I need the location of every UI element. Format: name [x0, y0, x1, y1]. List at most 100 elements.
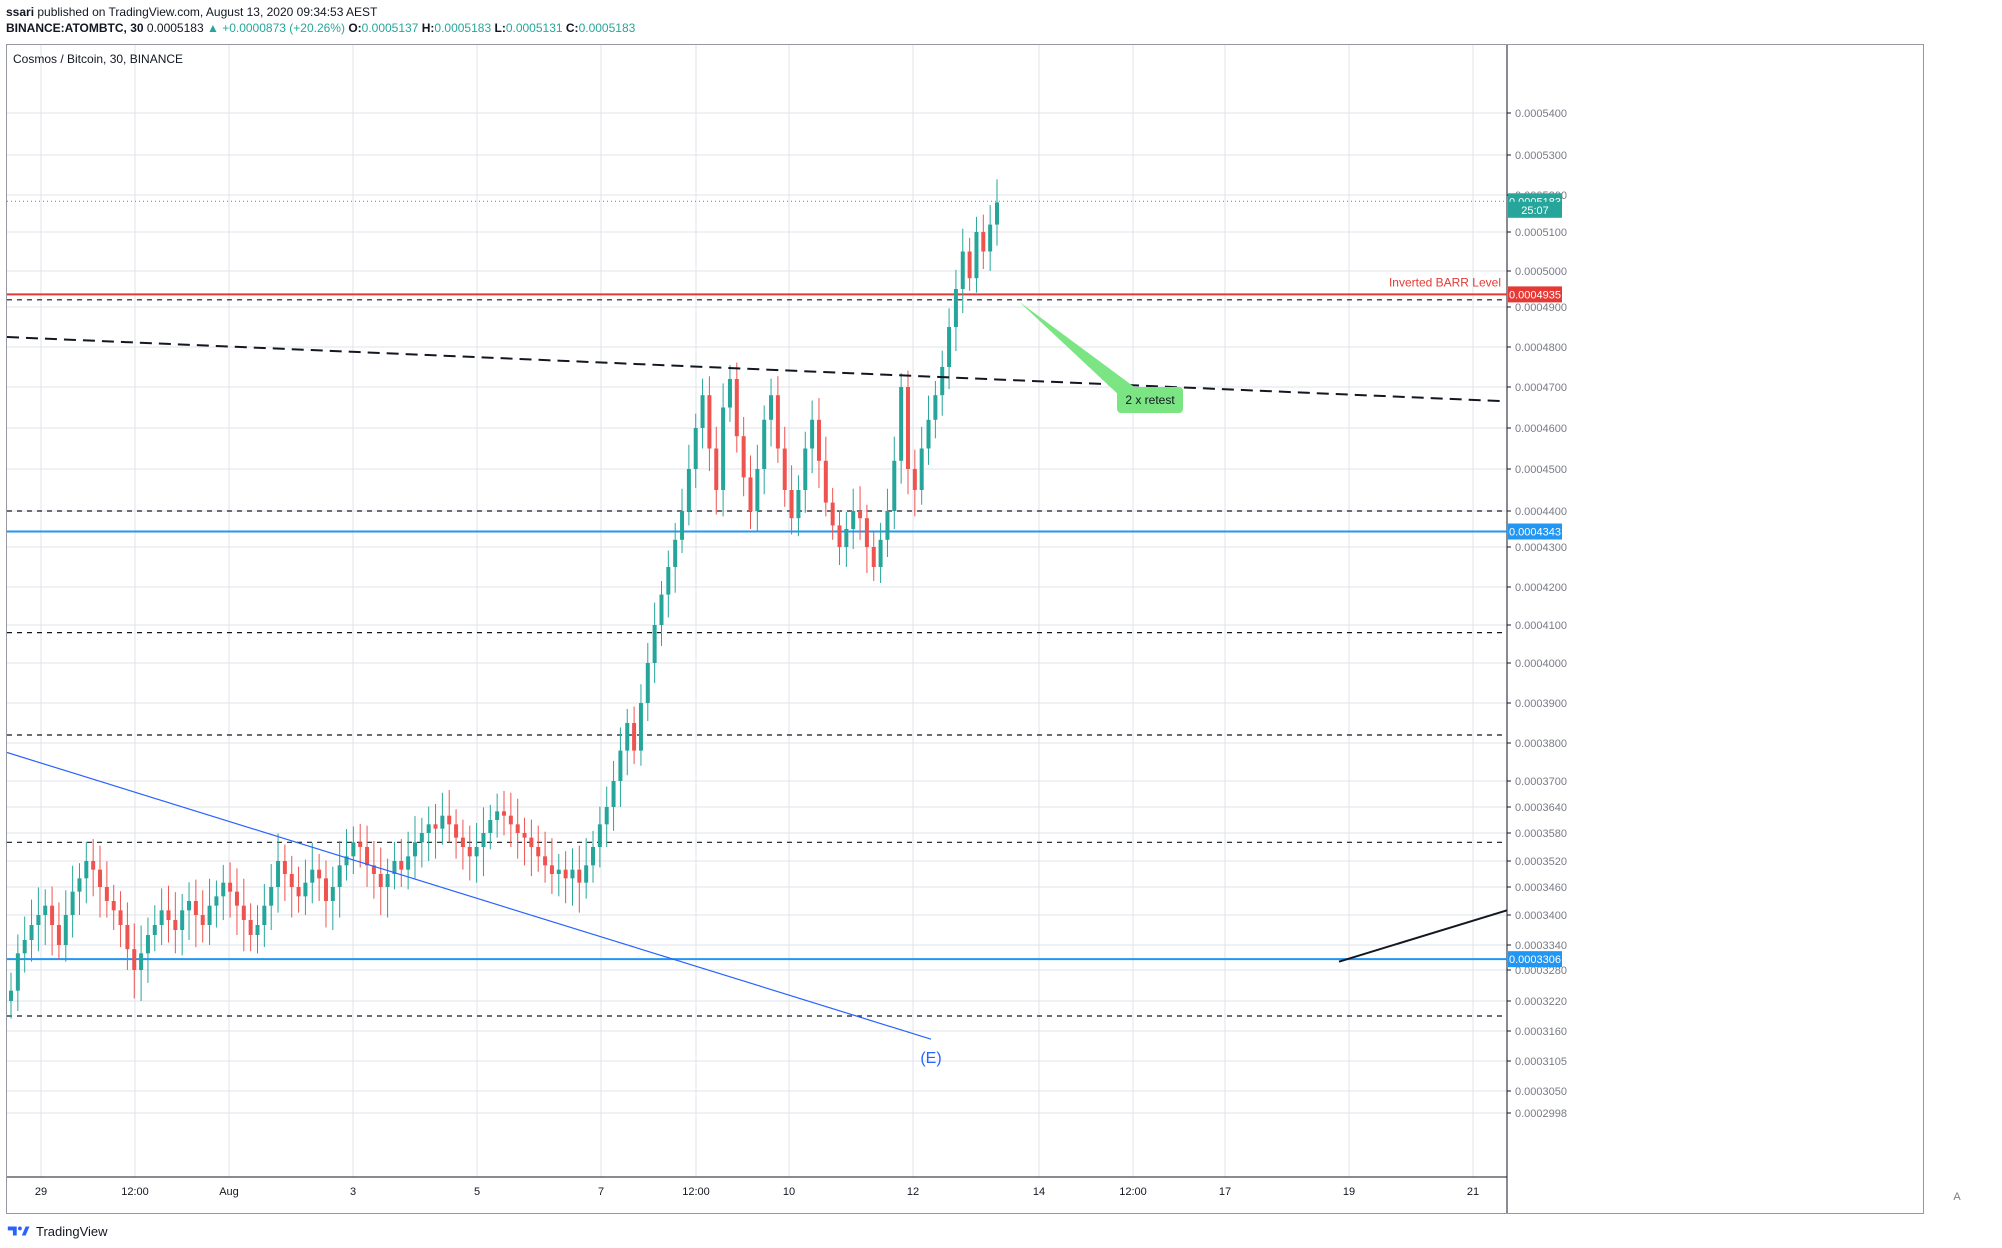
- candle-body: [933, 395, 938, 420]
- candle-body: [967, 251, 972, 279]
- price-axis-badge-text: 25:07: [1521, 205, 1549, 217]
- open-value: 0.0005137: [361, 21, 419, 35]
- x-tick-label: 12:00: [682, 1186, 710, 1198]
- candle-body: [29, 925, 34, 940]
- candle-body: [611, 781, 616, 807]
- candle-body: [775, 395, 780, 449]
- candle-body: [63, 915, 68, 945]
- dashed-trendline: [7, 336, 1508, 403]
- author-name[interactable]: ssari: [6, 5, 35, 19]
- y-tick-label: 0.0004600: [1515, 423, 1567, 435]
- price-axis-badge-text: 0.0003306: [1509, 954, 1561, 966]
- x-tick-label: 21: [1467, 1186, 1479, 1198]
- candle-body: [782, 448, 787, 490]
- candle-body: [549, 865, 554, 874]
- candle-body: [851, 511, 856, 529]
- candle-body: [207, 905, 212, 925]
- price-chart[interactable]: Cosmos / Bitcoin, 30, BINANCE 0.0005400 0.…: [7, 45, 1925, 1215]
- candle-body: [864, 518, 869, 547]
- y-tick-label: 0.0004300: [1515, 542, 1567, 554]
- candle-body: [953, 289, 958, 327]
- x-tick-label: 14: [1033, 1186, 1045, 1198]
- y-tick-label: 0.0004100: [1515, 620, 1567, 632]
- chart-frame[interactable]: Cosmos / Bitcoin, 30, BINANCE 0.0005400 0.…: [6, 44, 1924, 1214]
- close-label: C:: [565, 21, 579, 35]
- candle-body: [91, 861, 96, 870]
- price-axis-badge: [1508, 286, 1562, 303]
- y-tick-label: 0.0003580: [1515, 828, 1567, 840]
- candle-body: [844, 529, 849, 547]
- callout-pointer: [1019, 301, 1137, 397]
- open-label: O:: [348, 21, 362, 35]
- candle-body: [803, 448, 808, 490]
- x-tick-label: 17: [1219, 1186, 1231, 1198]
- candle-body: [276, 861, 281, 887]
- candle-body: [337, 865, 342, 887]
- publish-line: ssari published on TradingView.com, Augu…: [6, 4, 635, 20]
- candle-body: [454, 824, 459, 838]
- close-value: 0.0005183: [578, 21, 636, 35]
- candle-body: [618, 750, 623, 781]
- candle-body: [344, 856, 349, 866]
- candle-body: [625, 723, 630, 751]
- candle-body: [878, 539, 883, 567]
- x-tick-label: 12:00: [1119, 1186, 1147, 1198]
- candle-body: [892, 460, 897, 511]
- y-tick-label: 0.0003520: [1515, 856, 1567, 868]
- candle-body: [974, 232, 979, 279]
- candle-body: [15, 953, 20, 991]
- y-tick-label: 0.0003050: [1515, 1086, 1567, 1098]
- candle-body: [522, 833, 527, 838]
- footer-brand[interactable]: TradingView: [6, 1220, 108, 1242]
- candle-body: [947, 327, 952, 367]
- candle-body: [707, 395, 712, 449]
- candle-body: [912, 469, 917, 490]
- candle-body: [248, 920, 253, 935]
- auto-scale-button[interactable]: A: [1953, 1191, 1961, 1203]
- y-tick-label: 0.0003220: [1515, 996, 1567, 1008]
- candle-body: [769, 395, 774, 420]
- candle-body: [433, 824, 438, 829]
- candle-body: [447, 815, 452, 825]
- x-tick-label: 5: [474, 1186, 480, 1198]
- candle-body: [303, 882, 308, 897]
- candle-body: [187, 901, 192, 911]
- candle-body: [680, 511, 685, 540]
- symbol-label: BINANCE:ATOMBTC, 30: [6, 21, 144, 35]
- candle-body: [50, 905, 55, 925]
- y-tick-label: 0.0004200: [1515, 582, 1567, 594]
- candle-body: [543, 856, 548, 866]
- candle-body: [858, 511, 863, 519]
- candle-body: [269, 887, 274, 906]
- candle-body: [686, 469, 691, 511]
- last-price: 0.0005183: [146, 21, 204, 35]
- candle-body: [77, 878, 82, 892]
- candle-body: [166, 910, 171, 920]
- candle-body: [488, 820, 493, 833]
- candle-body: [358, 842, 363, 847]
- candle-body: [666, 567, 671, 595]
- candle-body: [399, 861, 404, 870]
- candle-body: [638, 703, 643, 751]
- candle-body: [871, 547, 876, 567]
- candle-body: [125, 925, 130, 950]
- x-tick-label: 12:00: [121, 1186, 149, 1198]
- candle-body: [9, 990, 13, 1001]
- candle-body: [926, 419, 931, 449]
- candle-body: [193, 901, 198, 915]
- candle-body: [837, 525, 842, 547]
- candle-body: [180, 910, 185, 930]
- candle-body: [139, 953, 144, 970]
- high-value: 0.0005183: [434, 21, 492, 35]
- candle-body: [515, 824, 520, 833]
- candle-body: [36, 915, 41, 925]
- y-tick-label: 0.0002998: [1515, 1108, 1567, 1120]
- x-tick-label: Aug: [219, 1186, 239, 1198]
- callout-text: 2 x retest: [1125, 393, 1175, 407]
- candle-body: [118, 910, 123, 925]
- candle-body: [529, 837, 534, 847]
- candle-body: [919, 448, 924, 490]
- candle-body: [632, 723, 637, 751]
- candle-body: [241, 905, 246, 920]
- candle-body: [796, 490, 801, 519]
